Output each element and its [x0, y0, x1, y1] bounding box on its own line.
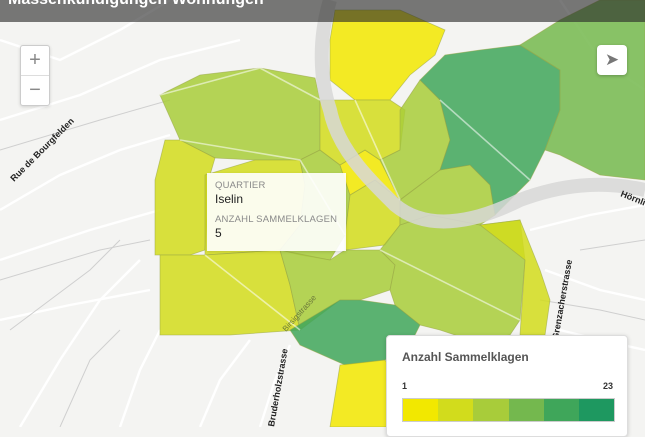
- legend-swatch-5: [543, 399, 579, 421]
- street-label-6: Grenzacherstrasse: [550, 259, 574, 341]
- quarter-bachletten[interactable]: [159, 249, 301, 336]
- legend-swatch-1: [403, 399, 439, 421]
- legend-swatch-2: [438, 399, 474, 421]
- zoom-in-button[interactable]: +: [21, 46, 49, 76]
- tooltip-count-label: ANZAHL SAMMELKLAGEN: [215, 214, 338, 225]
- map-title-bar: Massenkündigungen Wohnungen: [0, 0, 645, 22]
- quarter-st-alban[interactable]: [478, 219, 551, 336]
- tooltip-quarter-label: QUARTIER: [215, 180, 266, 191]
- legend-swatch-6: [578, 399, 615, 421]
- rhine-river: [314, 0, 645, 229]
- map-legend: Anzahl Sammelklagen 1 23: [386, 335, 628, 437]
- legend-color-scale: [402, 398, 615, 422]
- navigation-arrow-icon: ➤: [604, 50, 620, 69]
- locate-button[interactable]: ➤: [597, 45, 627, 75]
- zoom-out-button[interactable]: −: [29, 79, 41, 101]
- tooltip-count-value: 5: [215, 226, 222, 240]
- zoom-control: + −: [20, 45, 50, 106]
- street-label-5: Bruderholzstrasse: [266, 348, 290, 427]
- tooltip-quarter-value: Iselin: [215, 192, 244, 206]
- legend-swatch-3: [473, 399, 509, 421]
- map-title: Massenkündigungen Wohnungen: [8, 0, 264, 9]
- legend-min: 1: [402, 381, 408, 391]
- street-network: [0, 0, 645, 427]
- legend-max: 23: [602, 381, 613, 391]
- quarter-tooltip: QUARTIER Iselin ANZAHL SAMMELKLAGEN 5: [207, 173, 346, 251]
- legend-title: Anzahl Sammelklagen: [402, 350, 529, 364]
- legend-swatch-4: [508, 399, 544, 421]
- railway-lines: [0, 99, 645, 427]
